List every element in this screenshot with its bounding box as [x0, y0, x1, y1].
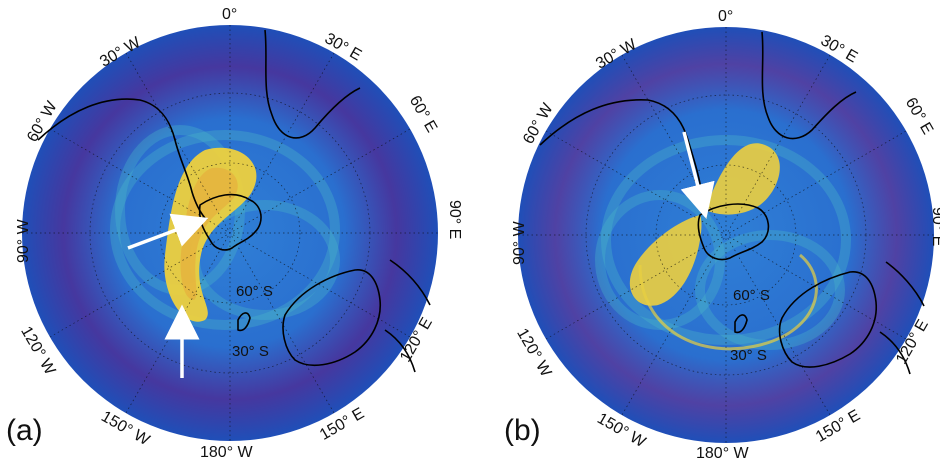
- coastlines-a: [37, 29, 431, 373]
- south-america-coast-a: [37, 98, 206, 219]
- lon-0-b: 0°: [718, 8, 733, 25]
- lon-180w-b: 180° W: [696, 445, 750, 462]
- lon-60e-a: 60° E: [406, 93, 440, 136]
- graticule-b: [518, 27, 934, 443]
- arrow-a-1: [127, 213, 209, 250]
- vortex-lobe-lower-b: [629, 215, 702, 306]
- lat-60s-a: 60° S: [236, 283, 273, 300]
- antarctica-coast-a: [198, 193, 262, 251]
- new-zealand-coast-a: [237, 312, 251, 332]
- lon-90e-b: 90° E: [929, 207, 940, 246]
- lat-30s-b: 30° S: [730, 347, 767, 364]
- asia-coast-a: [384, 259, 431, 373]
- africa-coast-b: [761, 31, 857, 140]
- lon-180w-a: 180° W: [200, 444, 254, 461]
- graticule-a: [22, 25, 438, 441]
- antarctica-coast-b: [697, 203, 770, 261]
- lat-60s-b: 60° S: [733, 287, 770, 304]
- panel-label-b: (b): [504, 414, 541, 447]
- vortex-lobe-upper-b: [705, 143, 780, 215]
- panel-a: 0° 30° E 60° E 90° E 120° E 150° E 180° …: [6, 6, 463, 461]
- lon-90e-a: 90° E: [446, 200, 463, 239]
- australia-coast-a: [282, 269, 381, 367]
- lon-0-a: 0°: [222, 6, 237, 23]
- lon-90w-b: 90° W: [511, 220, 528, 265]
- panel-b: 0° 30° E 60° E 90° E 120° E 150° E 180° …: [504, 8, 940, 462]
- panel-label-a: (a): [6, 414, 43, 447]
- arrow-b-1: [680, 131, 715, 219]
- new-zealand-coast-b: [734, 314, 748, 334]
- asia-coast-b: [879, 261, 925, 375]
- lat-30s-a: 30° S: [232, 343, 269, 360]
- australia-coast-b: [778, 271, 878, 368]
- lon-60e-b: 60° E: [902, 95, 936, 138]
- lon-90w-a: 90° W: [15, 218, 32, 263]
- africa-coast-a: [264, 29, 361, 139]
